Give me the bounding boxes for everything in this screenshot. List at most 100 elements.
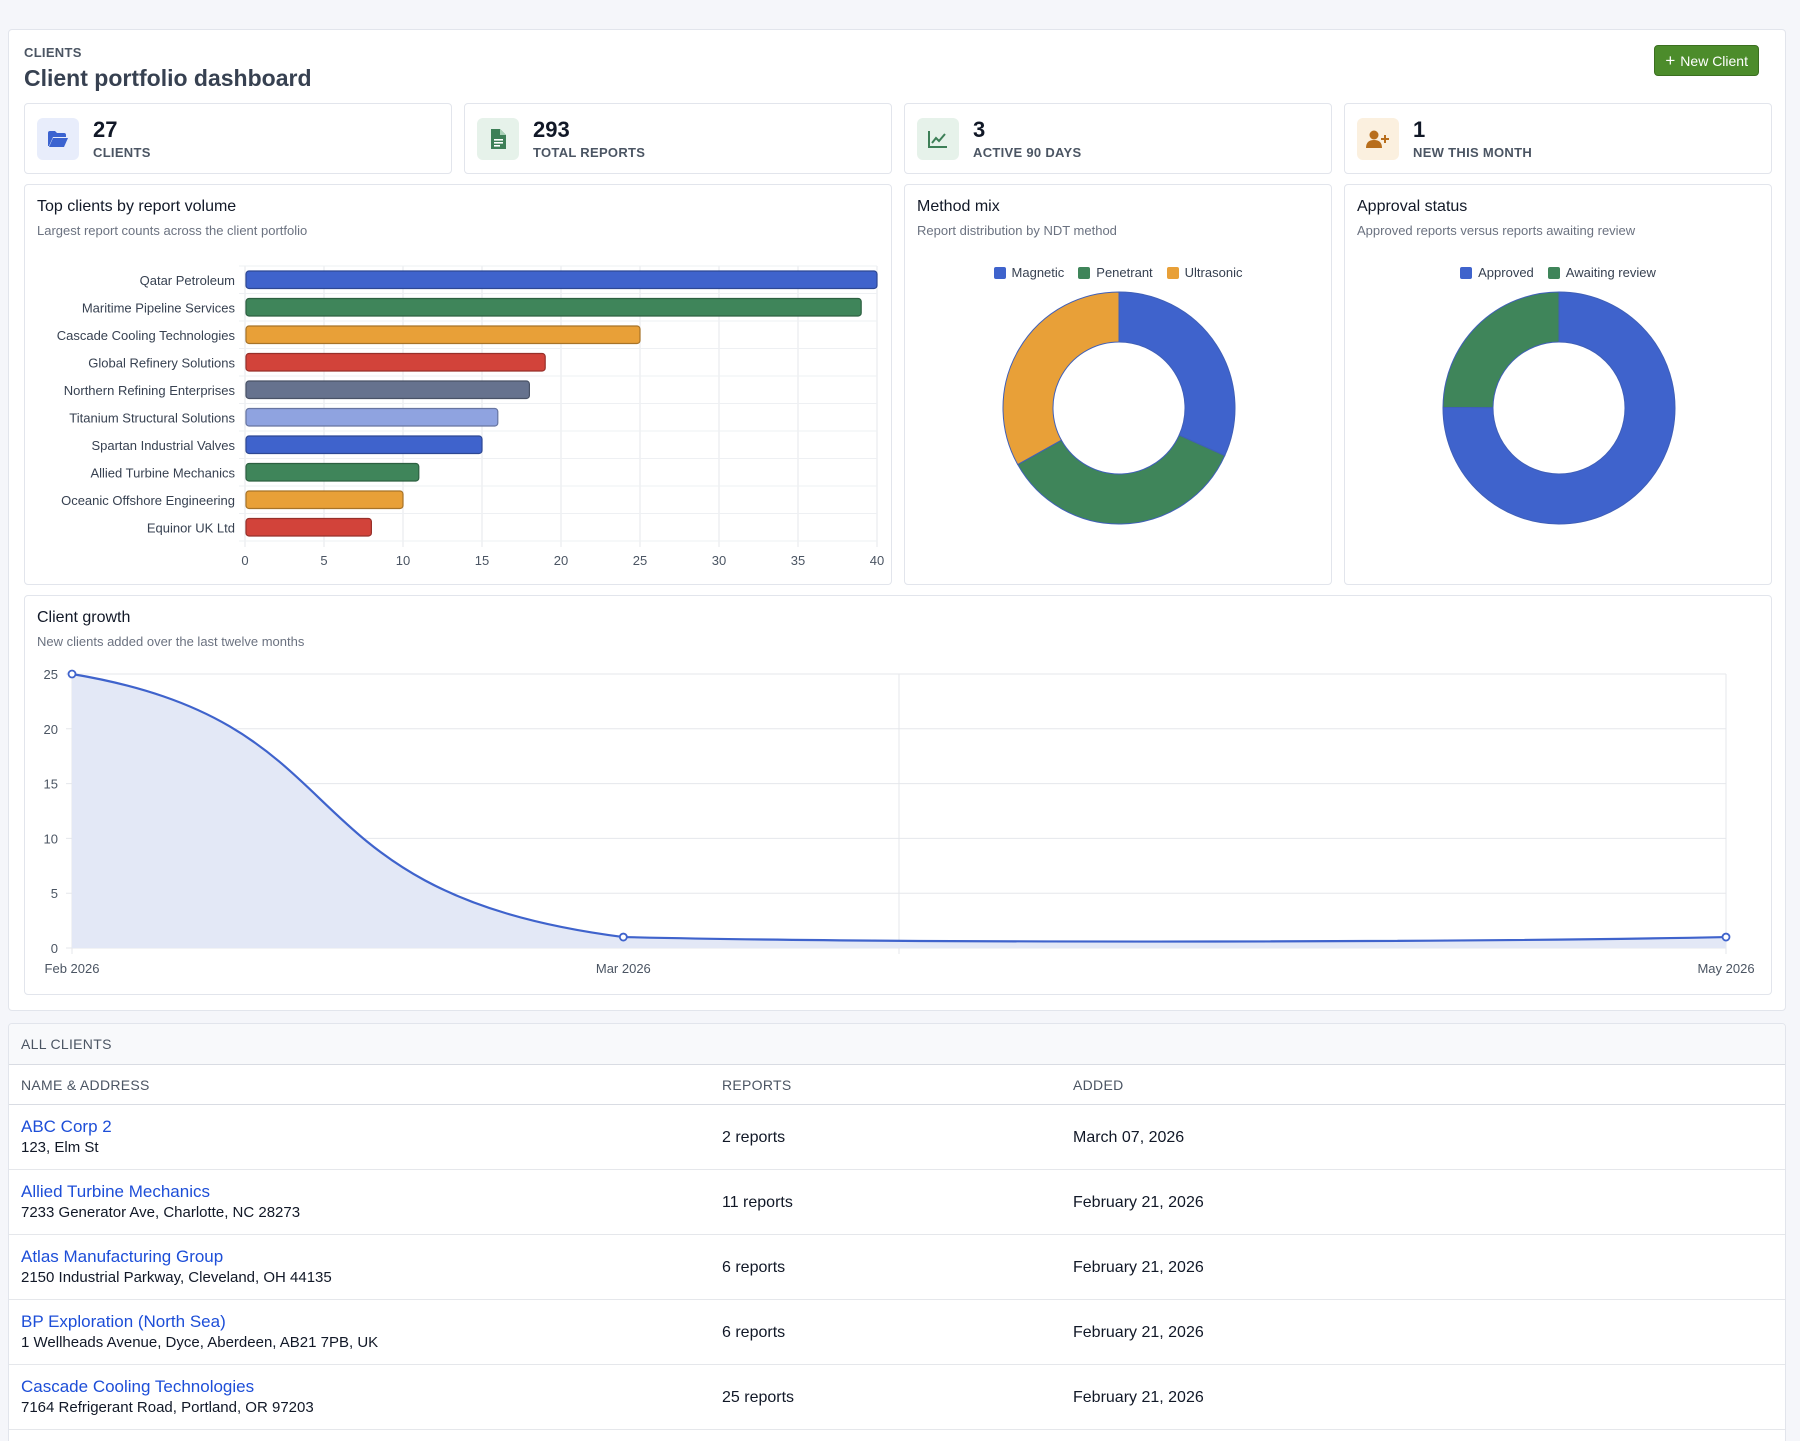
- chart-subtitle: New clients added over the last twelve m…: [37, 634, 305, 649]
- category-label: Northern Refining Enterprises: [64, 383, 236, 398]
- data-point: [67, 669, 77, 679]
- chart-subtitle: Approved reports versus reports awaiting…: [1357, 223, 1636, 238]
- user-plus-icon: [1357, 117, 1399, 160]
- stat-value: 1: [1413, 117, 1426, 142]
- chart-title: Method mix: [917, 198, 1000, 215]
- x-tick-label: 25: [633, 553, 647, 568]
- top-clients-chart: 0 5 10 15 20 25 30 35 40 Qatar Petroleum Maritime …: [24, 184, 892, 585]
- table-row: Cascade Cooling Technologies 7164 Refrig…: [9, 1365, 1785, 1430]
- legend-item-magnetic[interactable]: Magnetic: [993, 265, 1064, 280]
- category-label: Maritime Pipeline Services: [82, 300, 236, 315]
- chart-title: Client growth: [37, 609, 131, 626]
- column-header-reports[interactable]: REPORTS: [722, 1077, 792, 1093]
- category-label: Allied Turbine Mechanics: [90, 465, 235, 480]
- client-reports: 2 reports: [722, 1129, 786, 1146]
- series-line: [71, 672, 1727, 943]
- data-point: [1721, 932, 1731, 942]
- x-tick-label: Mar 2026: [596, 961, 651, 976]
- stat-value: 293: [533, 117, 570, 142]
- bar: [245, 435, 483, 455]
- client-address: 7233 Generator Ave, Charlotte, NC 28273: [21, 1204, 301, 1221]
- client-reports: 6 reports: [722, 1259, 786, 1276]
- x-tick-label: 30: [712, 553, 726, 568]
- column-header-name[interactable]: NAME & ADDRESS: [21, 1077, 150, 1093]
- client-reports: 11 reports: [722, 1194, 793, 1211]
- client-added: February 21, 2026: [1073, 1259, 1204, 1276]
- new-client-button[interactable]: + New Client: [1654, 45, 1759, 76]
- client-added: February 21, 2026: [1073, 1194, 1204, 1211]
- client-reports: 25 reports: [722, 1389, 795, 1406]
- category-label: Qatar Petroleum: [140, 273, 235, 288]
- client-name-link[interactable]: Cascade Cooling Technologies: [21, 1377, 255, 1396]
- x-tick-label: Feb 2026: [45, 961, 100, 976]
- table-row: BP Exploration (North Sea) 1 Wellheads A…: [9, 1300, 1785, 1365]
- client-address: 1 Wellheads Avenue, Dyce, Aberdeen, AB21…: [21, 1334, 379, 1351]
- bar: [245, 490, 404, 510]
- stat-value: 27: [93, 117, 118, 142]
- category-label: Spartan Industrial Valves: [91, 438, 235, 453]
- donut-slice: [1442, 291, 1676, 525]
- chart-subtitle: Report distribution by NDT method: [917, 223, 1117, 238]
- chart-legend: Approved Awaiting review: [1345, 265, 1771, 280]
- page-title: Client portfolio dashboard: [24, 65, 312, 91]
- bar: [245, 407, 499, 427]
- y-tick-label: 15: [44, 777, 58, 792]
- client-address: 7164 Refrigerant Road, Portland, OR 9720…: [21, 1399, 314, 1416]
- table-row: Atlas Manufacturing Group 2150 Industria…: [9, 1235, 1785, 1300]
- top-clients-chart-svg: 0 5 10 15 20 25 30 35 40 Qatar Petroleum Maritime …: [57, 265, 884, 568]
- legend-item-penetrant[interactable]: Penetrant: [1078, 265, 1153, 280]
- category-label: Cascade Cooling Technologies: [57, 328, 236, 343]
- legend-label: Penetrant: [1096, 265, 1153, 280]
- x-tick-label: 35: [791, 553, 805, 568]
- table-row: Allied Turbine Mechanics 7233 Generator …: [9, 1170, 1785, 1235]
- legend-label: Awaiting review: [1565, 265, 1656, 280]
- x-tick-label: 20: [554, 553, 568, 568]
- y-tick-label: 0: [51, 941, 58, 956]
- new-client-label: New Client: [1680, 52, 1748, 69]
- legend-swatch: [1460, 266, 1473, 279]
- file-text-icon: [477, 117, 519, 160]
- area-fill: [72, 674, 1726, 948]
- chart-title: Top clients by report volume: [37, 198, 237, 215]
- dashboard-panel: CLIENTS Client portfolio dashboard + New…: [8, 29, 1786, 1011]
- table-title: ALL CLIENTS: [9, 1024, 1785, 1065]
- legend-item-approved[interactable]: Approved: [1460, 265, 1534, 280]
- legend-item-awaiting-review[interactable]: Awaiting review: [1547, 265, 1656, 280]
- legend-item-ultrasonic[interactable]: Ultrasonic: [1166, 265, 1242, 280]
- chart-legend: Magnetic Penetrant Ultrasonic: [905, 265, 1331, 280]
- legend-swatch: [1078, 266, 1091, 279]
- column-header-added[interactable]: ADDED: [1073, 1077, 1124, 1093]
- stat-card-active: 3 ACTIVE 90 DAYS: [904, 103, 1332, 174]
- table-header-row: NAME & ADDRESS REPORTS ADDED: [9, 1065, 1785, 1105]
- client-added: March 07, 2026: [1073, 1129, 1185, 1146]
- bar: [245, 270, 878, 290]
- x-tick-label: 15: [475, 553, 489, 568]
- y-tick-label: 25: [44, 667, 58, 682]
- legend-swatch: [1547, 266, 1560, 279]
- donut-slice: [1118, 291, 1236, 457]
- stat-card-clients: 27 CLIENTS: [24, 103, 452, 174]
- section-eyebrow: CLIENTS: [24, 45, 82, 60]
- client-name-link[interactable]: ABC Corp 2: [21, 1117, 112, 1136]
- client-added: February 21, 2026: [1073, 1324, 1204, 1341]
- legend-swatch: [993, 266, 1006, 279]
- method-mix-chart-svg: [1002, 291, 1236, 525]
- folder-open-icon: [37, 117, 79, 160]
- bar: [245, 380, 530, 400]
- x-tick-label: 0: [241, 553, 248, 568]
- x-tick-label: 40: [870, 553, 884, 568]
- approval-status-chart: Approval status Approved reports versus …: [1344, 184, 1772, 585]
- client-growth-chart: 0 5 10 15 20 25 Feb 2026 Mar 2026 May 2026 Clien…: [24, 595, 1772, 995]
- bar: [245, 297, 862, 317]
- client-name-link[interactable]: Atlas Manufacturing Group: [21, 1247, 224, 1266]
- bar: [245, 517, 373, 537]
- category-label: Global Refinery Solutions: [88, 355, 235, 370]
- table-row: ABC Corp 2 123, Elm St 2 reports March 0…: [9, 1105, 1785, 1170]
- category-label: Equinor UK Ltd: [147, 520, 235, 535]
- client-added: February 21, 2026: [1073, 1389, 1204, 1406]
- data-point: [618, 932, 628, 942]
- client-name-link[interactable]: Allied Turbine Mechanics: [21, 1182, 210, 1201]
- all-clients-table: ALL CLIENTS NAME & ADDRESS REPORTS ADDED…: [8, 1023, 1786, 1441]
- approval-status-chart-svg: [1442, 291, 1676, 525]
- client-name-link[interactable]: BP Exploration (North Sea): [21, 1312, 226, 1331]
